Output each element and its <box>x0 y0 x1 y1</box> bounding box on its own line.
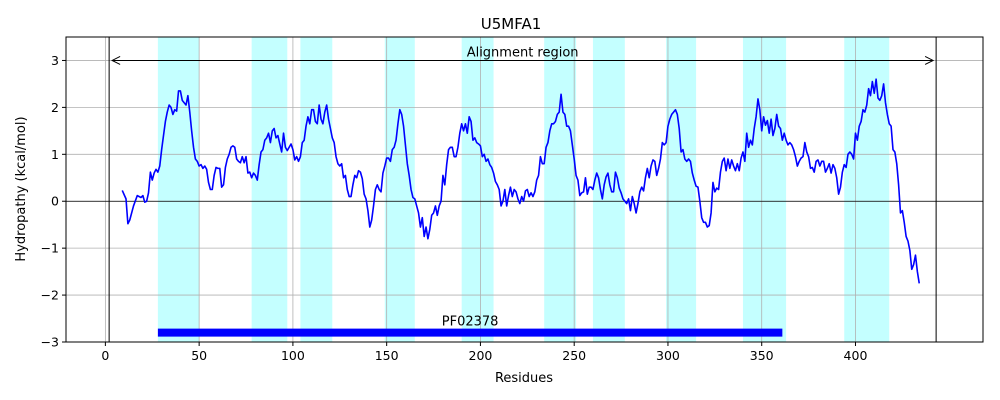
x-tick-label: 50 <box>191 348 207 363</box>
tm-region-band <box>742 37 787 342</box>
pfam-domain-bar <box>157 328 783 337</box>
tm-region-band <box>461 37 494 342</box>
y-tick-label: 2 <box>51 100 59 115</box>
y-tick-label: 3 <box>51 53 59 68</box>
x-tick-label: 300 <box>656 348 680 363</box>
x-tick-label: 200 <box>469 348 493 363</box>
x-axis-ticks: 0 50 100 150 200 250 300 350 400 <box>101 342 867 363</box>
tm-region-band <box>666 37 697 342</box>
y-tick-label: −3 <box>41 335 59 350</box>
x-tick-label: 350 <box>750 348 774 363</box>
y-tick-label: −2 <box>41 288 59 303</box>
x-axis-label: Residues <box>495 371 553 386</box>
tm-region-band <box>251 37 288 342</box>
x-tick-label: 400 <box>844 348 868 363</box>
y-axis-ticks: −3 −2 −1 0 1 2 3 <box>41 53 66 350</box>
hydropathy-line <box>121 78 921 284</box>
reference-lines <box>66 37 983 342</box>
x-tick-label: 0 <box>101 348 109 363</box>
x-tick-label: 150 <box>375 348 399 363</box>
tm-region-bands <box>157 37 890 342</box>
alignment-region-label: Alignment region <box>467 45 579 60</box>
alignment-arrow-left-head <box>111 56 121 65</box>
plot-frame <box>65 36 984 343</box>
tm-region-band <box>300 37 333 342</box>
y-tick-label: 0 <box>51 194 59 209</box>
series-layer <box>121 78 921 284</box>
x-tick-label: 100 <box>281 348 305 363</box>
tm-region-band <box>844 37 890 342</box>
tm-region-band <box>157 37 200 342</box>
y-axis-label: Hydropathy (kcal/mol) <box>14 116 29 261</box>
y-tick-label: 1 <box>51 147 59 162</box>
alignment-arrow-right-head <box>924 56 935 65</box>
tm-region-band <box>544 37 577 342</box>
tm-region-band <box>384 37 415 342</box>
chart-title: U5MFA1 <box>481 15 542 33</box>
pfam-domain-label: PF02378 <box>442 315 499 330</box>
x-tick-label: 250 <box>562 348 586 363</box>
y-tick-label: −1 <box>41 241 59 256</box>
annotations: Alignment region PF02378 <box>111 45 935 337</box>
